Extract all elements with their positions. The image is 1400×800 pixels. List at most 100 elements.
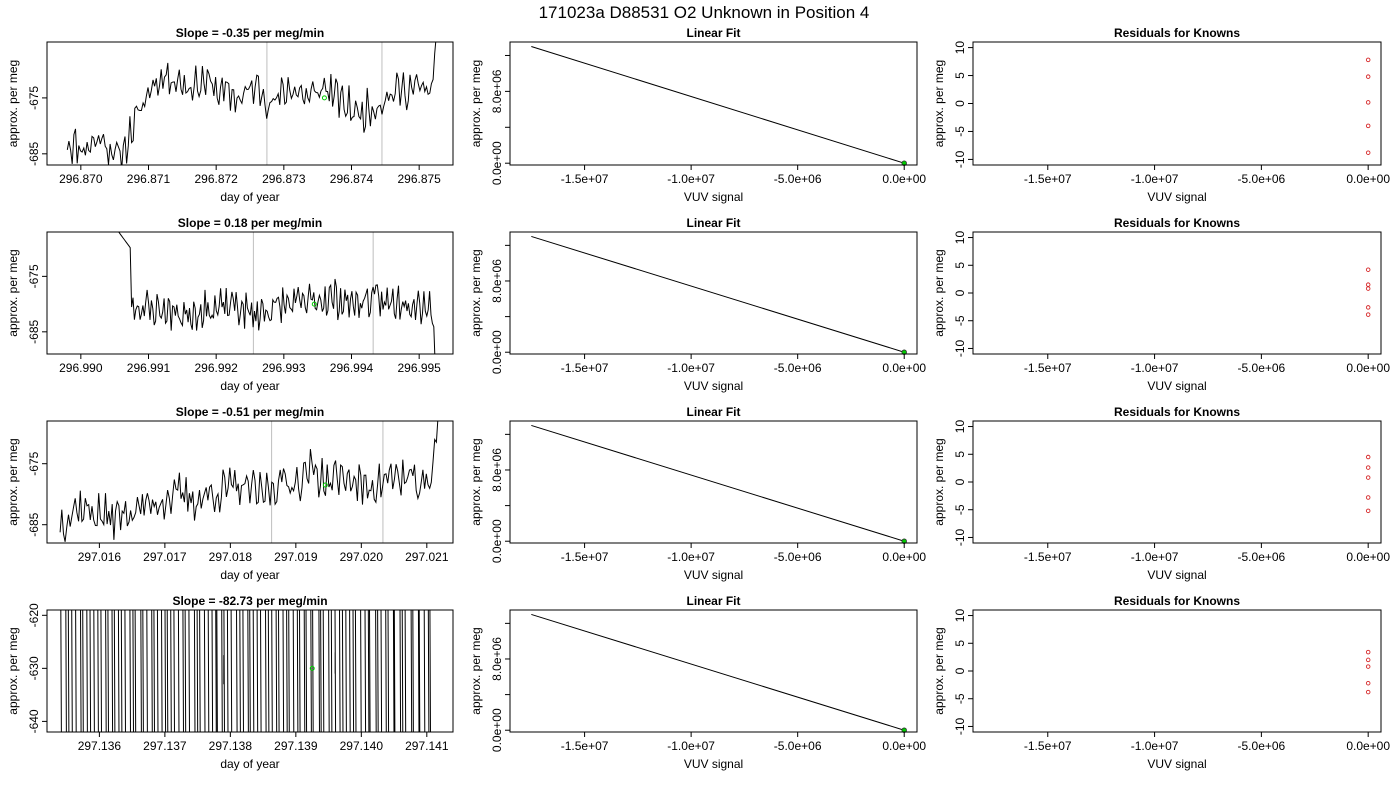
- plot-frame: [46, 420, 454, 544]
- y-tick-label: -5: [953, 315, 967, 326]
- panel-r2-c3: Residuals for Knowns -1.5e+07 -1.0e+07 -5.0…: [932, 216, 1390, 393]
- y-tick-label: 0: [953, 667, 967, 674]
- x-tick-label: -1.5e+07: [1024, 739, 1072, 753]
- x-tick-label: 296.991: [127, 361, 171, 375]
- plot-frame: [972, 41, 1382, 166]
- residual-point: [1365, 649, 1371, 655]
- panel-title: Residuals for Knowns: [1114, 216, 1240, 230]
- residual-point: [1365, 465, 1371, 470]
- panel-title: Residuals for Knowns: [1114, 26, 1240, 40]
- fit-line: [531, 235, 905, 353]
- x-tick-label: 0.0e+00: [1346, 361, 1390, 375]
- residual-point: [1365, 150, 1371, 155]
- y-tick-label: -675: [27, 86, 41, 110]
- panel-r4-c3: Residuals for Knowns -1.5e+07 -1.0e+07 -5.0…: [932, 594, 1390, 771]
- x-tick-label: -5.0e+06: [1238, 550, 1286, 564]
- x-tick-label: -1.0e+07: [1131, 739, 1179, 753]
- residual-point: [1365, 312, 1371, 317]
- plot-frame: [46, 41, 454, 166]
- x-tick-label: -1.5e+07: [561, 739, 609, 753]
- x-axis-label: VUV signal: [1147, 379, 1206, 393]
- y-tick-label: -5: [953, 504, 967, 515]
- panel-r1-c3: Residuals for Knowns -1.5e+07 -1.0e+07 -5.0…: [932, 26, 1390, 204]
- x-axis-label: day of year: [220, 757, 279, 771]
- panel-title: Linear Fit: [686, 405, 740, 419]
- x-tick-label: -5.0e+06: [774, 550, 822, 564]
- residual-point: [1365, 100, 1371, 105]
- x-tick-label: -1.0e+07: [667, 172, 715, 186]
- x-tick-label: 297.140: [340, 739, 384, 753]
- panel-title: Slope = -0.51 per meg/min: [176, 405, 324, 419]
- x-tick-label: 297.021: [405, 550, 449, 564]
- y-tick-label: -10: [953, 528, 967, 546]
- y-tick-label: 5: [953, 72, 967, 79]
- plot-frame: [509, 41, 918, 166]
- x-tick-label: 0.0e+00: [882, 550, 926, 564]
- residual-point: [1365, 57, 1371, 63]
- plot-frame: [972, 420, 1382, 544]
- residual-point: [1365, 454, 1371, 460]
- y-tick-label: -685: [27, 512, 41, 536]
- plot-frame: [509, 420, 918, 544]
- panel-r3-c2: Linear Fit -1.5e+07 -1.0e+07 -5.0e+06 0.0e+0…: [469, 405, 926, 582]
- x-tick-label: 0.0e+00: [1346, 739, 1390, 753]
- y-tick-label: -640: [27, 709, 41, 733]
- x-tick-label: 296.874: [330, 172, 374, 186]
- y-axis-label: approx. per meg: [932, 627, 946, 714]
- x-tick-label: 297.018: [209, 550, 253, 564]
- plot-frame: [972, 609, 1382, 733]
- x-tick-label: 297.017: [143, 550, 187, 564]
- y-tick-label: -5: [953, 126, 967, 137]
- figure-title: 171023a D88531 O2 Unknown in Position 4: [539, 3, 870, 22]
- x-tick-label: 297.019: [274, 550, 318, 564]
- x-tick-label: 296.990: [59, 361, 103, 375]
- panel-r2-c2: Linear Fit -1.5e+07 -1.0e+07 -5.0e+06 0.0e+0…: [469, 216, 926, 393]
- x-tick-label: 296.870: [59, 172, 103, 186]
- x-tick-label: -1.5e+07: [1024, 361, 1072, 375]
- x-axis-label: VUV signal: [684, 379, 743, 393]
- x-tick-label: -1.5e+07: [1024, 172, 1072, 186]
- y-axis-label: approx. per meg: [6, 60, 20, 147]
- y-tick-label: 10: [953, 609, 967, 623]
- x-tick-label: -5.0e+06: [774, 361, 822, 375]
- x-tick-label: 296.872: [194, 172, 238, 186]
- plot-area: [66, 42, 437, 165]
- trace-line: [66, 42, 437, 165]
- panel-r2-c1: Slope = 0.18 per meg/min 296.990 296.991 29…: [6, 216, 454, 393]
- residual-point: [1365, 508, 1371, 514]
- x-tick-label: 0.0e+00: [882, 739, 926, 753]
- x-tick-label: 296.992: [194, 361, 238, 375]
- x-tick-label: -1.0e+07: [1131, 361, 1179, 375]
- y-tick-label: -675: [27, 264, 41, 288]
- residual-point: [1365, 664, 1371, 669]
- trace-line: [59, 421, 439, 542]
- y-tick-label: -685: [27, 141, 41, 165]
- x-tick-label: 297.016: [78, 550, 122, 564]
- panel-title: Linear Fit: [686, 594, 740, 608]
- data-marker: [311, 301, 317, 307]
- x-tick-label: 0.0e+00: [1346, 550, 1390, 564]
- data-marker: [321, 95, 327, 101]
- panel-title: Linear Fit: [686, 216, 740, 230]
- x-tick-label: 296.873: [262, 172, 306, 186]
- y-tick-label: -685: [27, 319, 41, 343]
- fit-line: [531, 424, 905, 542]
- y-tick-label: 0.0e+00: [490, 141, 504, 185]
- x-tick-label: -1.5e+07: [561, 172, 609, 186]
- plot-frame: [46, 609, 454, 733]
- y-axis-label: approx. per meg: [932, 438, 946, 525]
- x-tick-label: -1.5e+07: [561, 550, 609, 564]
- data-marker: [309, 665, 315, 671]
- panel-r1-c1: Slope = -0.35 per meg/min 296.870 296.871 2…: [6, 26, 454, 204]
- x-tick-label: 0.0e+00: [882, 172, 926, 186]
- x-tick-label: -1.5e+07: [1024, 550, 1072, 564]
- y-axis-label: approx. per meg: [469, 249, 483, 336]
- x-tick-label: 297.139: [274, 739, 318, 753]
- plot-frame: [509, 609, 918, 733]
- x-tick-label: -1.0e+07: [667, 550, 715, 564]
- x-tick-label: 297.136: [78, 739, 122, 753]
- y-tick-label: 10: [953, 41, 967, 55]
- plot-area: [60, 610, 431, 732]
- x-tick-label: -1.0e+07: [1131, 172, 1179, 186]
